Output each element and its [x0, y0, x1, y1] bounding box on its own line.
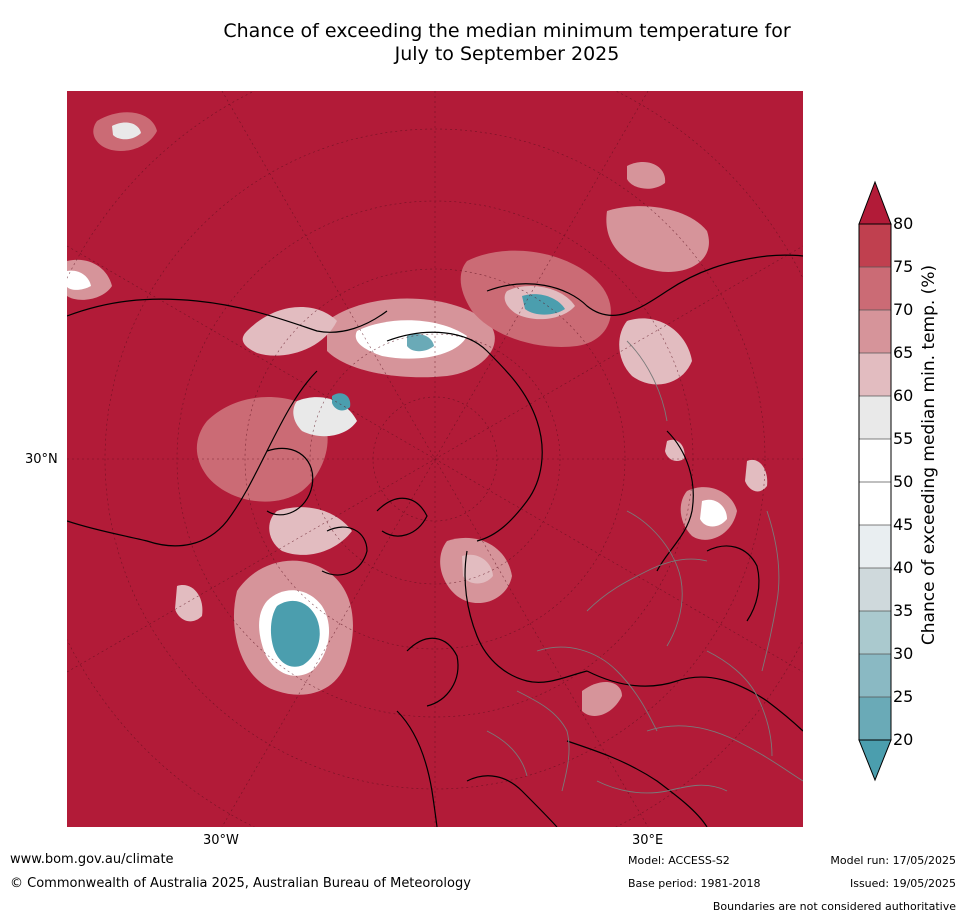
footer-model-run: Model run: 17/05/2025 — [830, 854, 956, 867]
probability-patches — [67, 112, 768, 716]
colorbar-band — [859, 611, 891, 655]
colorbar-tick-label: 20 — [893, 730, 914, 749]
longitude-label-30w: 30°W — [203, 833, 239, 848]
colorbar-tick-label: 60 — [893, 386, 914, 405]
colorbar-tick-label: 70 — [893, 300, 914, 319]
latitude-label-30n: 30°N — [25, 452, 58, 467]
map-title: Chance of exceeding the median minimum t… — [0, 20, 965, 66]
colorbar-tick-label: 65 — [893, 343, 914, 362]
colorbar-band — [859, 697, 891, 741]
footer-base-period: Base period: 1981-2018 — [628, 877, 761, 890]
title-line-1: Chance of exceeding the median minimum t… — [223, 20, 791, 42]
colorbar-frame — [858, 223, 892, 741]
colorbar-band — [859, 267, 891, 311]
colorbar-tick-label: 75 — [893, 257, 914, 276]
colorbar-tick-label: 45 — [893, 515, 914, 534]
colorbar-band — [859, 568, 891, 612]
footer-model: Model: ACCESS-S2 — [628, 854, 730, 867]
colorbar-tick-label: 50 — [893, 472, 914, 491]
footer-copyright: © Commonwealth of Australia 2025, Austra… — [10, 876, 471, 891]
colorbar-band — [859, 482, 891, 526]
footer-disclaimer: Boundaries are not considered authoritat… — [712, 900, 956, 913]
colorbar-band — [859, 353, 891, 397]
forecast-map — [67, 91, 803, 827]
colorbar — [858, 180, 892, 782]
colorbar-top-arrow — [858, 180, 892, 225]
colorbar-band — [859, 224, 891, 268]
colorbar-bottom-arrow — [858, 739, 892, 782]
colorbar-band — [859, 310, 891, 354]
colorbar-band — [859, 525, 891, 569]
country-boundaries — [486, 340, 803, 794]
footer-url[interactable]: www.bom.gov.au/climate — [10, 852, 174, 867]
graticule — [67, 91, 803, 827]
colorbar-title: Chance of exceeding median min. temp. (%… — [919, 264, 939, 646]
colorbar-tick-label: 25 — [893, 687, 914, 706]
title-line-2: July to September 2025 — [394, 43, 620, 65]
colorbar-band — [859, 396, 891, 440]
colorbar-tick-label: 40 — [893, 558, 914, 577]
colorbar-tick-label: 35 — [893, 601, 914, 620]
colorbar-tick-label: 80 — [893, 214, 914, 233]
colorbar-tick-label: 30 — [893, 644, 914, 663]
colorbar-band — [859, 439, 891, 483]
longitude-label-30e: 30°E — [632, 833, 664, 848]
colorbar-tick-label: 55 — [893, 429, 914, 448]
coastlines — [67, 254, 803, 827]
colorbar-band — [859, 654, 891, 698]
footer-issued: Issued: 19/05/2025 — [849, 877, 956, 890]
